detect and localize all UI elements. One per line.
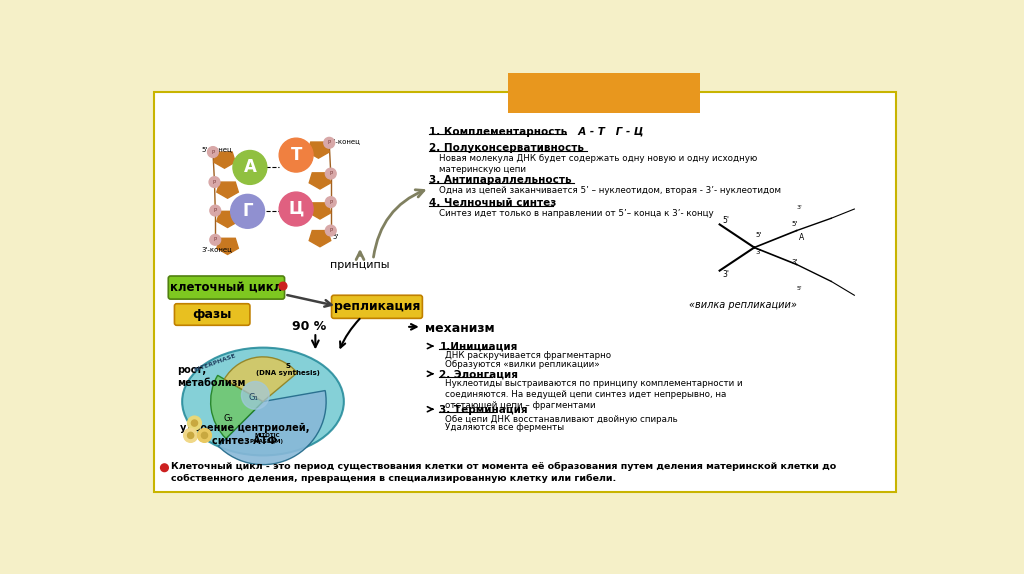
Text: P: P (328, 140, 331, 145)
Text: Новая молекула ДНК будет содержать одну новую и одну исходную
материнскую цепи: Новая молекула ДНК будет содержать одну … (438, 154, 757, 174)
Text: клеточный цикл: клеточный цикл (170, 281, 283, 294)
Circle shape (183, 428, 198, 443)
Polygon shape (217, 238, 239, 254)
Text: 90 %: 90 % (292, 320, 327, 333)
Text: репликация: репликация (334, 300, 420, 313)
Text: G₁: G₁ (249, 393, 259, 402)
FancyBboxPatch shape (131, 69, 920, 511)
Text: 5': 5' (333, 234, 339, 241)
Text: А: А (244, 158, 256, 176)
Circle shape (230, 195, 264, 228)
Circle shape (280, 138, 313, 172)
Circle shape (326, 197, 336, 207)
Text: принципы: принципы (331, 260, 390, 270)
Circle shape (161, 464, 168, 472)
Text: 4. Челночный синтез: 4. Челночный синтез (429, 198, 557, 208)
Text: А - Т   Г - Ц: А - Т Г - Ц (571, 127, 643, 137)
Ellipse shape (182, 348, 344, 455)
Polygon shape (309, 173, 331, 189)
Text: 3': 3' (792, 259, 798, 265)
Text: 3'-конец: 3'-конец (330, 138, 360, 144)
Circle shape (242, 382, 269, 409)
Text: P: P (329, 200, 333, 204)
Text: Нуклеотиды выстраиваются по принципу комплементарности и
соединяются. На ведущей: Нуклеотиды выстраиваются по принципу ком… (444, 379, 742, 410)
Text: S
(DNA synthesis): S (DNA synthesis) (256, 363, 319, 375)
Text: P: P (214, 208, 217, 213)
Circle shape (326, 168, 336, 179)
Text: P: P (211, 150, 215, 154)
Text: G₂: G₂ (223, 414, 233, 423)
Circle shape (202, 432, 208, 439)
Wedge shape (211, 375, 263, 439)
Text: MITOTIC
PHASE (M): MITOTIC PHASE (M) (250, 433, 284, 444)
Circle shape (280, 282, 287, 290)
Text: 3'-конец: 3'-конец (202, 246, 232, 252)
Text: 5': 5' (792, 221, 798, 227)
Polygon shape (217, 182, 239, 198)
Text: 3': 3' (722, 270, 729, 279)
Polygon shape (309, 203, 331, 219)
FancyBboxPatch shape (168, 276, 285, 299)
Text: A: A (799, 233, 804, 242)
Circle shape (326, 225, 336, 236)
Text: 2. Элонгация: 2. Элонгация (439, 369, 518, 379)
Circle shape (208, 146, 218, 157)
Text: Клеточный цикл - это период существования клетки от момента её образования путем: Клеточный цикл - это период существовани… (171, 461, 836, 483)
Text: Ц: Ц (289, 200, 304, 218)
Text: Г: Г (243, 202, 253, 220)
Polygon shape (307, 142, 330, 158)
FancyBboxPatch shape (508, 73, 700, 113)
Text: Удаляются все ферменты: Удаляются все ферменты (444, 423, 564, 432)
Text: Т: Т (291, 146, 302, 164)
Text: 1.Инициация: 1.Инициация (439, 342, 518, 351)
Polygon shape (217, 211, 239, 227)
Text: 1. Комплементарность: 1. Комплементарность (429, 127, 567, 137)
Text: удвоение центриолей,
синтез АТФ: удвоение центриолей, синтез АТФ (180, 423, 309, 445)
Circle shape (209, 177, 220, 188)
Text: 5': 5' (797, 286, 803, 291)
Text: Синтез идет только в направлении от 5’– конца к 3’- концу: Синтез идет только в направлении от 5’– … (438, 209, 713, 218)
Text: Одна из цепей заканчивается 5’ – нуклеотидом, вторая - 3’- нуклеотидом: Одна из цепей заканчивается 5’ – нуклеот… (438, 186, 780, 195)
Text: 5'-конец: 5'-конец (202, 146, 232, 152)
Text: Образуются «вилки репликации»: Образуются «вилки репликации» (444, 360, 599, 369)
Circle shape (280, 192, 313, 226)
Text: 3. Терминация: 3. Терминация (439, 405, 528, 414)
Text: рост,
метаболизм: рост, метаболизм (177, 365, 246, 387)
Text: INTERPHASE: INTERPHASE (194, 353, 238, 373)
Circle shape (210, 205, 220, 216)
Text: ДНК раскручивается фрагментарно: ДНК раскручивается фрагментарно (444, 351, 611, 360)
Text: P: P (329, 228, 333, 233)
Text: P: P (329, 171, 333, 176)
Wedge shape (218, 390, 326, 465)
Text: P: P (213, 180, 216, 185)
Wedge shape (224, 357, 297, 402)
Text: механизм: механизм (425, 322, 495, 335)
Circle shape (187, 432, 194, 439)
Circle shape (198, 428, 211, 443)
Circle shape (187, 416, 202, 430)
Polygon shape (309, 231, 331, 247)
Text: фазы: фазы (193, 308, 231, 321)
Circle shape (324, 137, 335, 148)
Circle shape (191, 420, 198, 426)
Circle shape (210, 234, 220, 245)
Text: 2. Полуконсервативность: 2. Полуконсервативность (429, 143, 585, 153)
Text: 3. Антипараллельность: 3. Антипараллельность (429, 175, 572, 185)
FancyBboxPatch shape (154, 92, 896, 492)
Text: «вилка репликации»: «вилка репликации» (689, 300, 797, 310)
Text: 3': 3' (797, 205, 803, 210)
Text: 5': 5' (722, 216, 729, 225)
Text: 5': 5' (756, 232, 762, 238)
FancyBboxPatch shape (174, 304, 250, 325)
FancyBboxPatch shape (332, 295, 422, 319)
Text: Обе цепи ДНК восстанавливают двойную спираль: Обе цепи ДНК восстанавливают двойную спи… (444, 414, 678, 424)
Text: P: P (214, 237, 217, 242)
Polygon shape (214, 152, 236, 168)
Circle shape (233, 150, 267, 184)
Text: 3': 3' (756, 249, 762, 255)
